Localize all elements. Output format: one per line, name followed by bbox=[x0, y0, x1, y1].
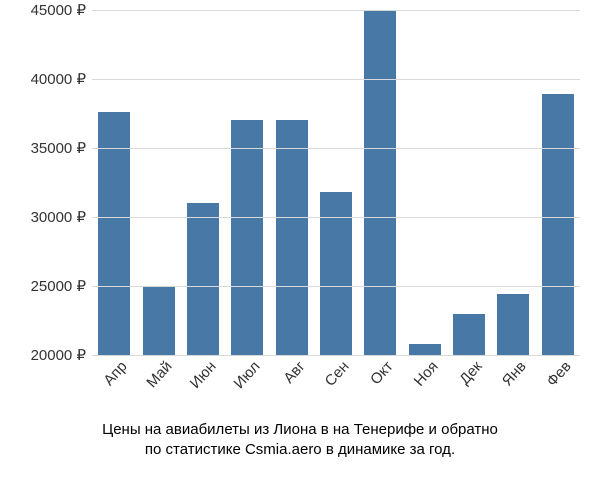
price-chart: Апр Май Июн Июл Авг Сен Окт Ноя Дек Янв Фев Цены н… bbox=[0, 0, 600, 500]
bar bbox=[143, 286, 175, 355]
y-axis-label: 30000 ₽ bbox=[12, 208, 86, 226]
grid-line bbox=[92, 148, 580, 149]
bar bbox=[542, 94, 574, 355]
plot-area bbox=[92, 10, 580, 355]
caption-line-1: Цены на авиабилеты из Лиона в на Тенериф… bbox=[102, 421, 498, 438]
bar bbox=[497, 294, 529, 355]
x-axis-label: Июл bbox=[231, 358, 264, 392]
x-axis-label: Дек bbox=[456, 358, 485, 388]
bar bbox=[187, 203, 219, 355]
y-axis-label: 35000 ₽ bbox=[12, 139, 86, 157]
x-axis-labels: Апр Май Июн Июл Авг Сен Окт Ноя Дек Янв Фев bbox=[92, 358, 580, 418]
grid-line bbox=[92, 10, 580, 11]
bars-container bbox=[92, 10, 580, 355]
bar bbox=[364, 10, 396, 355]
x-axis-label: Апр bbox=[100, 358, 130, 389]
x-axis-label: Май bbox=[143, 358, 175, 391]
x-axis-label: Июн bbox=[187, 358, 220, 392]
caption-line-2: по статистике Csmia.aero в динамике за г… bbox=[145, 441, 455, 458]
x-axis-label: Янв bbox=[499, 358, 530, 390]
x-axis-label: Сен bbox=[322, 358, 353, 390]
y-axis-label: 40000 ₽ bbox=[12, 70, 86, 88]
y-axis-label: 20000 ₽ bbox=[12, 346, 86, 364]
chart-caption: Цены на авиабилеты из Лиона в на Тенериф… bbox=[0, 420, 600, 461]
x-axis-label: Ноя bbox=[410, 358, 441, 390]
grid-line bbox=[92, 79, 580, 80]
x-axis-label: Авг bbox=[280, 358, 308, 387]
y-axis-label: 25000 ₽ bbox=[12, 277, 86, 295]
bar bbox=[276, 120, 308, 355]
grid-line bbox=[92, 286, 580, 287]
x-axis-label: Окт bbox=[367, 358, 397, 388]
grid-line bbox=[92, 217, 580, 218]
bar bbox=[453, 314, 485, 355]
grid-line bbox=[92, 355, 580, 356]
bar bbox=[231, 120, 263, 355]
bar bbox=[409, 344, 441, 355]
x-axis-label: Фев bbox=[543, 358, 574, 390]
y-axis-label: 45000 ₽ bbox=[12, 1, 86, 19]
